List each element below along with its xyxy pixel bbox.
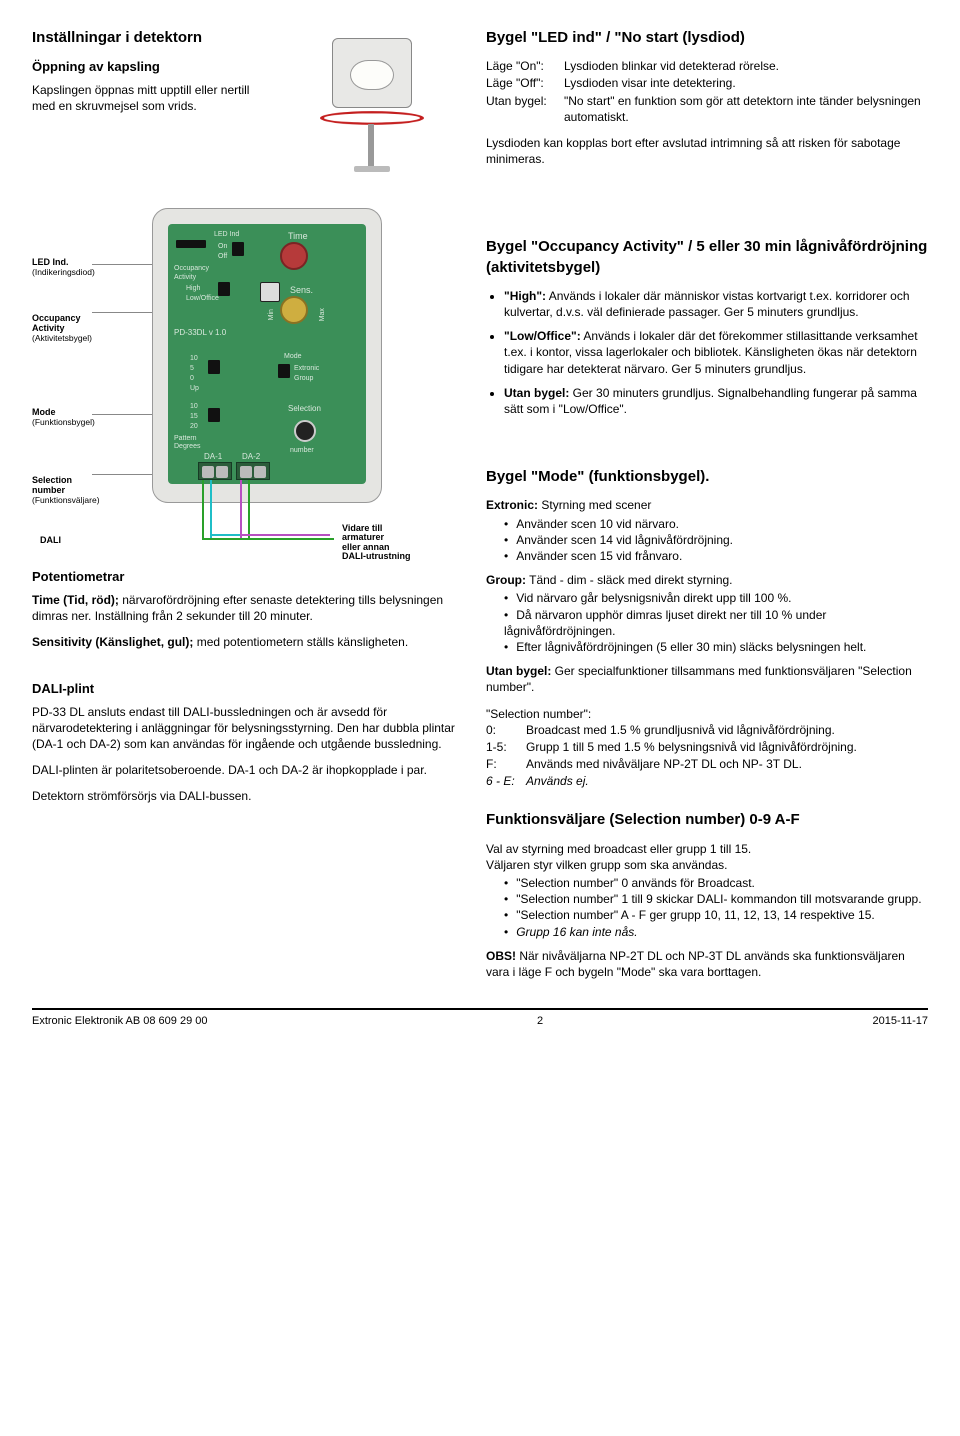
dali-plint-p1: PD-33 DL ansluts endast till DALI-bussle…: [32, 704, 462, 753]
pcb-model: PD-33DL v 1.0: [174, 328, 226, 339]
b4-p2: Väljaren styr vilken grupp som ska använ…: [486, 857, 928, 873]
footer-date: 2015-11-17: [873, 1014, 928, 1029]
opening-text: Kapslingen öppnas mitt upptill eller ner…: [32, 82, 266, 114]
callout-sel: Selection number: [32, 475, 72, 495]
pcb-time: Time: [288, 230, 308, 242]
vidare-4: DALI-utrustning: [342, 551, 410, 561]
pcb-min: Min: [267, 309, 276, 320]
pcb-off: Off: [218, 252, 227, 261]
pcb-ledind: LED Ind: [214, 230, 239, 239]
b3-extronic: Extronic: Styrning med scener: [486, 497, 928, 513]
b3-heading: Bygel "Mode" (funktionsbygel).: [486, 467, 928, 487]
b3-sn-defs: 0:Broadcast med 1.5 % grundljusnivå vid …: [486, 722, 928, 790]
callout-led: LED Ind.: [32, 257, 69, 267]
callout-occ-sub: (Aktivitetsbygel): [32, 334, 92, 343]
pcb-low: Low/Office: [186, 294, 219, 303]
b3-group: Group: Tänd - dim - släck med direkt sty…: [486, 572, 928, 588]
pcb-occ: Occupancy Activity: [174, 264, 209, 283]
b2-heading: Bygel "Occupancy Activity" / 5 eller 30 …: [486, 237, 928, 278]
b4-heading: Funktionsväljare (Selection number) 0-9 …: [486, 810, 928, 830]
callout-sel-sub: (Funktionsväljare): [32, 496, 100, 505]
page-footer: Extronic Elektronik AB 08 609 29 00 2 20…: [32, 1008, 928, 1029]
pcb-num: number: [290, 446, 314, 455]
pcb-sel: Selection: [288, 404, 321, 415]
b2-list: "High": Används i lokaler där människor …: [486, 288, 928, 417]
pot-time: Time (Tid, röd); närvarofördröjning efte…: [32, 592, 462, 624]
dali-plint-heading: DALI-plint: [32, 680, 462, 698]
b3-grp-list: Vid närvaro går belysnigsnivån direkt up…: [486, 590, 928, 655]
callout-dali: DALI: [40, 535, 61, 545]
b3-sn-heading: "Selection number":: [486, 706, 928, 722]
pcb-max: Max: [318, 308, 327, 321]
dali-plint-p3: Detektorn strömförsörjs via DALI-bussen.: [32, 788, 462, 804]
detector-illustration: [282, 28, 462, 188]
b1-defs: Läge "On":Lysdioden blinkar vid detekter…: [486, 58, 928, 125]
pcb-d15: 15: [190, 412, 198, 421]
pcb-p10: 10: [190, 354, 198, 363]
pcb-d20: 20: [190, 422, 198, 431]
b1-heading: Bygel "LED ind" / "No start (lysdiod): [486, 28, 928, 48]
pcb-up: Up: [190, 384, 199, 393]
callout-occ: Occupancy Activity: [32, 313, 81, 333]
settings-heading: Inställningar i detektorn: [32, 28, 266, 48]
b3-ext-list: Använder scen 10 vid närvaro. Använder s…: [486, 516, 928, 565]
pcb-p5: 5: [190, 364, 194, 373]
pcb-p0: 0: [190, 374, 194, 383]
pcb-figure: LED Ind On Off Occupancy Activity High L…: [152, 208, 382, 548]
pcb-deg: Degrees: [174, 442, 200, 451]
b4-obs: OBS! När nivåväljarna NP-2T DL och NP-3T…: [486, 948, 928, 980]
pot-sens: Sensitivity (Känslighet, gul); med poten…: [32, 634, 462, 650]
pcb-sens: Sens.: [290, 284, 313, 296]
pcb-d10: 10: [190, 402, 198, 411]
footer-left: Extronic Elektronik AB 08 609 29 00: [32, 1014, 208, 1029]
b4-list: "Selection number" 0 används för Broadca…: [486, 875, 928, 940]
pcb-grp: Group: [294, 374, 313, 383]
b1-note: Lysdioden kan kopplas bort efter avsluta…: [486, 135, 928, 167]
pot-heading: Potentiometrar: [32, 568, 462, 586]
pcb-high: High: [186, 284, 200, 293]
pcb-mode: Mode: [284, 352, 302, 361]
dali-plint-p2: DALI-plinten är polaritetsoberoende. DA-…: [32, 762, 462, 778]
callout-led-sub: (Indikeringsdiod): [32, 268, 95, 277]
b4-p1: Val av styrning med broadcast eller grup…: [486, 841, 928, 857]
callout-mode: Mode: [32, 407, 56, 417]
opening-heading: Öppning av kapsling: [32, 58, 266, 76]
footer-page: 2: [537, 1014, 543, 1029]
b3-utan: Utan bygel: Ger specialfunktioner tillsa…: [486, 663, 928, 695]
pcb-on: On: [218, 242, 227, 251]
callout-mode-sub: (Funktionsbygel): [32, 418, 95, 427]
pcb-ext: Extronic: [294, 364, 319, 373]
